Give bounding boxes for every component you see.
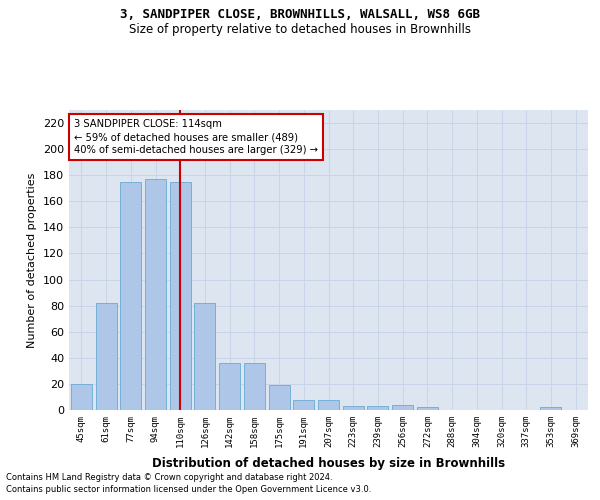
Bar	[417, 408, 438, 410]
Bar	[367, 406, 388, 410]
Bar	[95, 303, 116, 410]
Bar	[71, 384, 92, 410]
Bar	[269, 385, 290, 410]
Bar	[318, 400, 339, 410]
Bar	[392, 405, 413, 410]
Text: Contains public sector information licensed under the Open Government Licence v3: Contains public sector information licen…	[6, 485, 371, 494]
Y-axis label: Number of detached properties: Number of detached properties	[28, 172, 37, 348]
Bar	[120, 182, 141, 410]
Text: Contains HM Land Registry data © Crown copyright and database right 2024.: Contains HM Land Registry data © Crown c…	[6, 472, 332, 482]
Text: 3 SANDPIPER CLOSE: 114sqm
← 59% of detached houses are smaller (489)
40% of semi: 3 SANDPIPER CLOSE: 114sqm ← 59% of detac…	[74, 119, 318, 156]
Bar	[541, 408, 562, 410]
Text: Distribution of detached houses by size in Brownhills: Distribution of detached houses by size …	[152, 458, 505, 470]
Text: 3, SANDPIPER CLOSE, BROWNHILLS, WALSALL, WS8 6GB: 3, SANDPIPER CLOSE, BROWNHILLS, WALSALL,…	[120, 8, 480, 20]
Text: Size of property relative to detached houses in Brownhills: Size of property relative to detached ho…	[129, 22, 471, 36]
Bar	[170, 182, 191, 410]
Bar	[219, 363, 240, 410]
Bar	[244, 363, 265, 410]
Bar	[343, 406, 364, 410]
Bar	[293, 400, 314, 410]
Bar	[145, 179, 166, 410]
Bar	[194, 303, 215, 410]
